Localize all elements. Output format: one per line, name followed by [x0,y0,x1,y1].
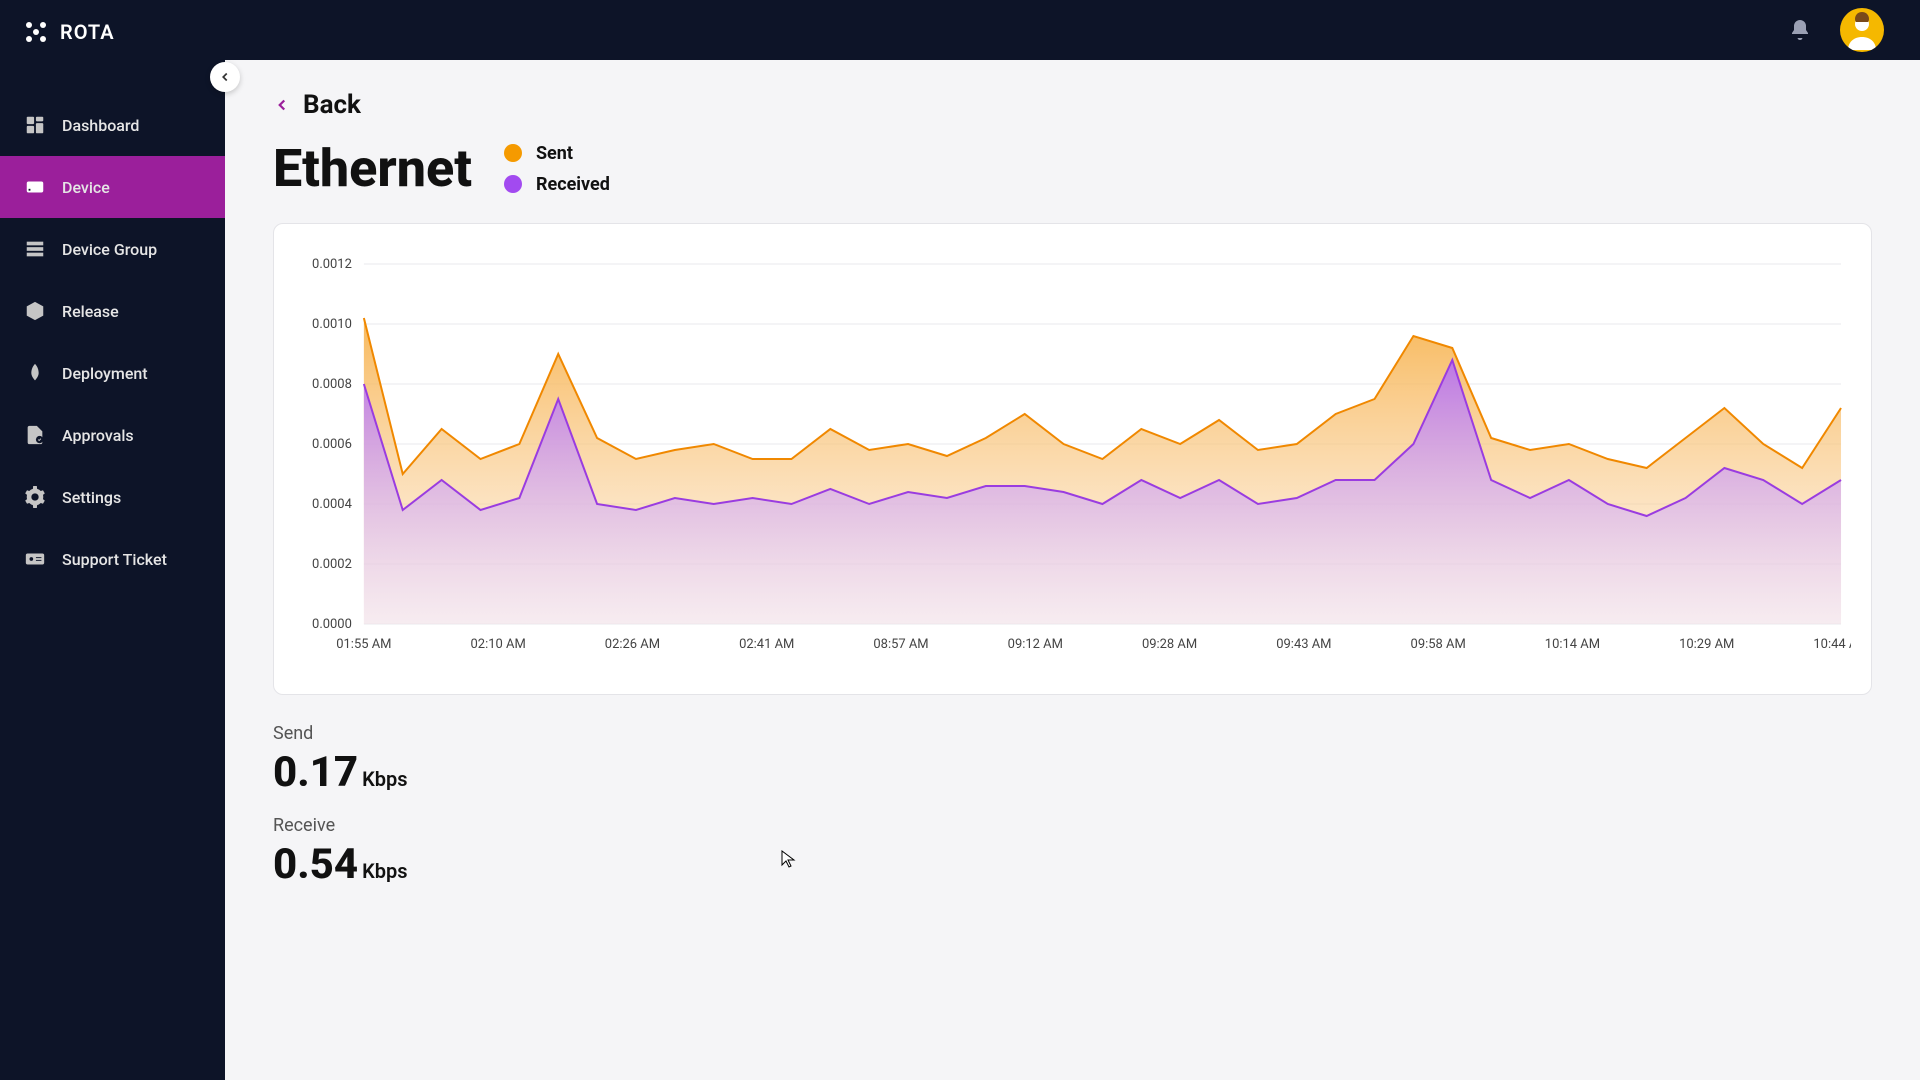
svg-text:01:55 AM: 01:55 AM [336,637,391,652]
stat-unit: Kbps [362,859,407,883]
dashboard-icon [24,114,46,136]
legend-label: Received [536,174,610,195]
stat-receive: Receive 0.54Kbps [273,815,1872,889]
sidebar-item-label: Device [62,178,110,197]
logo-icon [24,20,48,44]
svg-text:02:26 AM: 02:26 AM [605,637,660,652]
stat-label: Send [273,723,1872,744]
sidebar-item-support-ticket[interactable]: Support Ticket [0,528,225,590]
sidebar-item-device-group[interactable]: Device Group [0,218,225,280]
svg-text:0.0006: 0.0006 [312,437,352,452]
back-button[interactable]: Back [273,90,1872,120]
sidebar-item-label: Support Ticket [62,550,167,569]
notifications-button[interactable] [1788,18,1812,42]
sidebar-item-label: Deployment [62,364,148,383]
svg-text:10:44 AM: 10:44 AM [1813,637,1851,652]
stat-send: Send 0.17Kbps [273,723,1872,797]
sidebar-item-label: Release [62,302,119,321]
svg-text:0.0004: 0.0004 [312,497,352,512]
device-icon [24,176,46,198]
legend-item-sent: Sent [504,143,610,164]
ethernet-area-chart: 0.0000 0.0002 0.0004 0.0006 0.0008 0.0010 0.00… [294,254,1851,674]
legend-label: Sent [536,143,573,164]
back-label: Back [303,90,361,120]
sidebar-item-label: Dashboard [62,116,139,135]
release-icon [24,300,46,322]
stat-label: Receive [273,815,1872,836]
svg-text:0.0000: 0.0000 [312,617,352,632]
svg-text:02:10 AM: 02:10 AM [471,637,526,652]
svg-text:0.0012: 0.0012 [312,257,352,272]
sidebar-item-deployment[interactable]: Deployment [0,342,225,404]
stat-value: 0.54 [273,840,358,889]
page-title: Ethernet [273,138,472,199]
sidebar-item-label: Device Group [62,240,157,259]
stat-value: 0.17 [273,748,358,797]
chart-card: 0.0000 0.0002 0.0004 0.0006 0.0008 0.0010 0.00… [273,223,1872,695]
brand-text: ROTA [60,20,115,44]
sidebar-item-label: Approvals [62,426,134,445]
settings-icon [24,486,46,508]
chart-legend: Sent Received [504,143,610,195]
svg-text:09:58 AM: 09:58 AM [1411,637,1466,652]
sidebar-nav: Dashboard Device Device Group Release Deploy… [0,94,225,590]
topbar [225,0,1920,60]
legend-dot-icon [504,175,522,193]
stat-unit: Kbps [362,767,407,791]
devicegroup-icon [24,238,46,260]
legend-dot-icon [504,144,522,162]
svg-text:09:28 AM: 09:28 AM [1142,637,1197,652]
svg-text:0.0008: 0.0008 [312,377,352,392]
sidebar-item-label: Settings [62,488,121,507]
sidebar-item-settings[interactable]: Settings [0,466,225,528]
svg-text:0.0002: 0.0002 [312,557,352,572]
approvals-icon [24,424,46,446]
legend-item-received: Received [504,174,610,195]
svg-text:10:29 AM: 10:29 AM [1679,637,1734,652]
deployment-icon [24,362,46,384]
main-content: Back Ethernet SentReceived 0.00000.00020… [225,0,1920,1080]
sidebar-item-dashboard[interactable]: Dashboard [0,94,225,156]
svg-text:08:57 AM: 08:57 AM [873,637,928,652]
user-avatar[interactable] [1840,8,1884,52]
support-icon [24,548,46,570]
sidebar-item-device[interactable]: Device [0,156,225,218]
sidebar-collapse-button[interactable] [210,62,240,92]
sidebar-item-release[interactable]: Release [0,280,225,342]
svg-text:09:12 AM: 09:12 AM [1008,637,1063,652]
svg-text:02:41 AM: 02:41 AM [739,637,794,652]
svg-text:0.0010: 0.0010 [312,317,352,332]
title-row: Ethernet Sent Received [273,138,1872,199]
sidebar: ROTA DashboardDeviceDevice GroupReleaseD… [0,0,225,1080]
svg-text:09:43 AM: 09:43 AM [1276,637,1331,652]
stats-section: Send0.17KbpsReceive0.54Kbps [273,723,1872,889]
sidebar-item-approvals[interactable]: Approvals [0,404,225,466]
svg-text:10:14 AM: 10:14 AM [1545,637,1600,652]
brand-row: ROTA [0,0,225,64]
